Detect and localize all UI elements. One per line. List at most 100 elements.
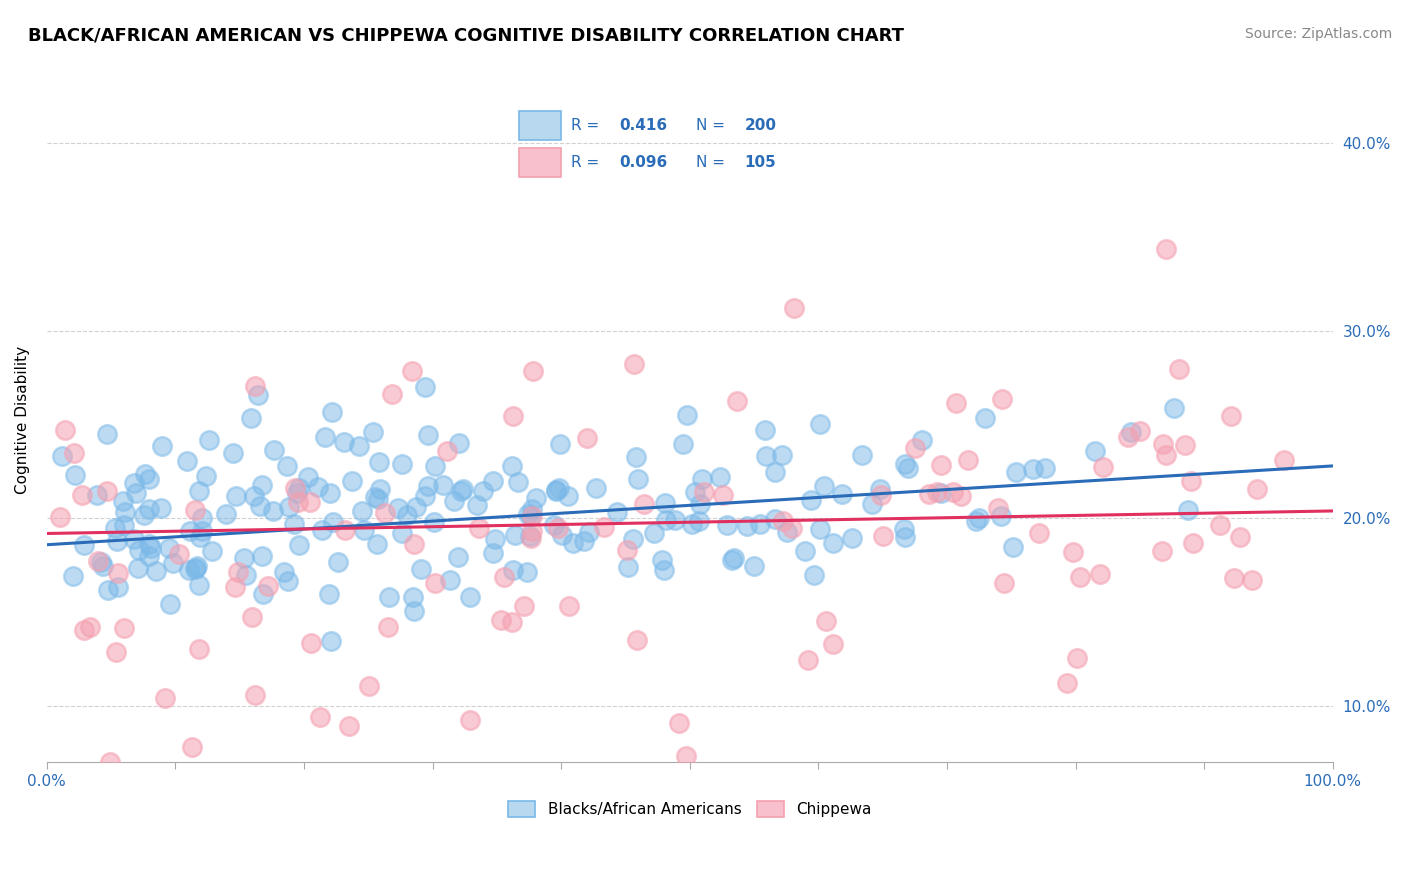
Point xyxy=(623,357,645,371)
Point xyxy=(689,497,711,511)
Point xyxy=(138,537,160,551)
Point xyxy=(709,470,731,484)
Point xyxy=(318,587,340,601)
Point xyxy=(311,523,333,537)
Point xyxy=(617,560,640,574)
Y-axis label: Cognitive Disability: Cognitive Disability xyxy=(15,346,30,494)
Point xyxy=(361,425,384,439)
Point xyxy=(141,541,163,555)
Point xyxy=(544,484,567,499)
Point xyxy=(925,485,948,500)
Point xyxy=(744,558,766,573)
Point xyxy=(98,756,121,770)
Point xyxy=(73,538,96,552)
Point xyxy=(381,386,404,401)
Point xyxy=(167,547,190,561)
Point xyxy=(651,553,673,567)
Point xyxy=(796,653,818,667)
Point xyxy=(79,620,101,634)
Point xyxy=(51,449,73,463)
Point xyxy=(252,587,274,601)
Point xyxy=(366,536,388,550)
Point xyxy=(471,484,494,499)
Point xyxy=(188,484,211,499)
Point xyxy=(1116,430,1139,444)
Point xyxy=(395,508,418,522)
Point xyxy=(782,521,804,535)
Point xyxy=(157,541,180,555)
Point xyxy=(711,488,734,502)
Point xyxy=(893,522,915,536)
Point xyxy=(654,496,676,510)
Point xyxy=(150,439,173,453)
Point xyxy=(763,465,786,479)
Point xyxy=(416,479,439,493)
Point xyxy=(284,481,307,495)
Point xyxy=(803,567,825,582)
Point xyxy=(1229,530,1251,544)
Point xyxy=(721,552,744,566)
Point xyxy=(122,476,145,491)
Point xyxy=(1069,570,1091,584)
Point xyxy=(447,550,470,565)
Point xyxy=(468,521,491,535)
Point xyxy=(250,478,273,492)
Point xyxy=(1222,571,1244,585)
Point xyxy=(513,599,536,613)
Point xyxy=(107,566,129,580)
Point xyxy=(246,388,269,402)
Point xyxy=(377,590,399,604)
Point xyxy=(177,563,200,577)
Point xyxy=(1028,526,1050,541)
Point xyxy=(572,533,595,548)
Point xyxy=(1005,465,1028,479)
Point xyxy=(561,536,583,550)
Point xyxy=(1208,517,1230,532)
Point xyxy=(501,458,523,473)
Point xyxy=(96,483,118,498)
Point xyxy=(993,576,1015,591)
Point xyxy=(672,437,695,451)
Point xyxy=(794,544,817,558)
Point xyxy=(654,563,676,577)
Point xyxy=(91,558,114,573)
Point xyxy=(813,478,835,492)
Point xyxy=(716,518,738,533)
Point xyxy=(368,455,391,469)
Point xyxy=(957,452,980,467)
Point xyxy=(870,488,893,502)
Point xyxy=(127,560,149,574)
Point xyxy=(353,524,375,538)
Point xyxy=(277,574,299,588)
Point xyxy=(201,544,224,558)
Point xyxy=(624,450,647,464)
Point xyxy=(810,417,832,431)
Point xyxy=(225,489,247,503)
Point xyxy=(159,597,181,611)
Point xyxy=(489,613,512,627)
Point xyxy=(578,525,600,540)
Point xyxy=(107,580,129,594)
Point xyxy=(179,524,201,538)
Point xyxy=(575,432,598,446)
Point xyxy=(725,393,748,408)
Text: BLACK/AFRICAN AMERICAN VS CHIPPEWA COGNITIVE DISABILITY CORRELATION CHART: BLACK/AFRICAN AMERICAN VS CHIPPEWA COGNI… xyxy=(28,27,904,45)
Point xyxy=(918,487,941,501)
Point xyxy=(288,538,311,552)
Point xyxy=(519,509,541,524)
Point xyxy=(401,590,423,604)
Point xyxy=(319,486,342,500)
Point xyxy=(283,516,305,531)
Point xyxy=(188,530,211,544)
Point xyxy=(737,519,759,533)
Point xyxy=(333,434,356,449)
Point xyxy=(288,481,311,495)
Point xyxy=(413,489,436,503)
Point xyxy=(558,599,581,613)
Point xyxy=(413,379,436,393)
Point xyxy=(335,524,357,538)
Point xyxy=(755,449,778,463)
Point xyxy=(683,484,706,499)
Point xyxy=(243,689,266,703)
Point xyxy=(418,428,440,442)
